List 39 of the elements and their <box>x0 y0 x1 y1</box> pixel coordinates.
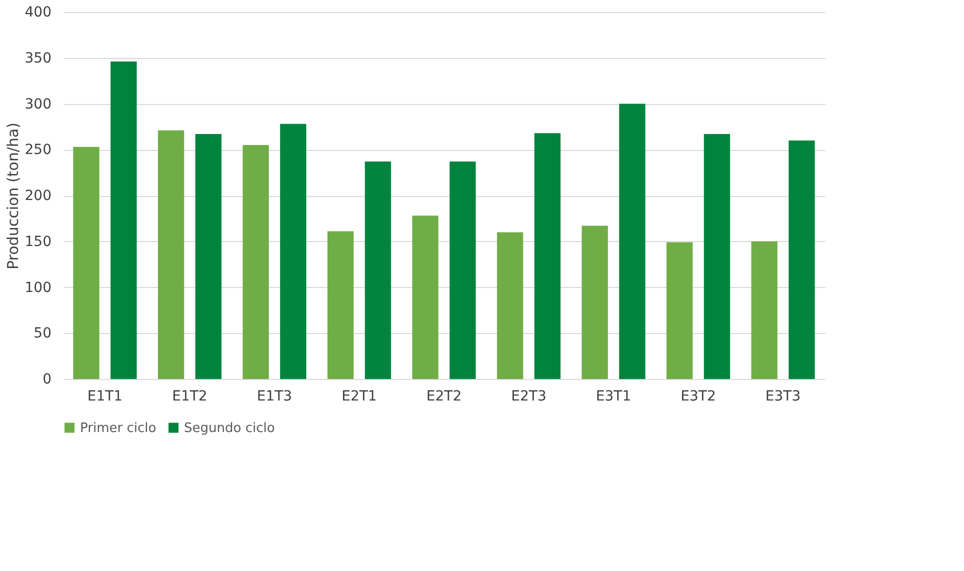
x-tick-label: E2T2 <box>426 388 462 404</box>
bar <box>110 62 137 379</box>
bar <box>73 146 100 379</box>
y-tick-label: 200 <box>24 188 52 204</box>
y-axis-title: Produccion (ton/ha) <box>4 122 22 270</box>
y-tick-label: 250 <box>24 142 52 158</box>
y-tick-label: 150 <box>24 234 52 250</box>
bar <box>327 231 354 379</box>
y-tick-label: 350 <box>24 50 52 66</box>
bar <box>704 134 730 379</box>
bar <box>496 232 524 379</box>
bar <box>619 104 646 379</box>
legend-label: Primer ciclo <box>80 420 156 436</box>
x-tick-label: E3T1 <box>596 388 632 404</box>
y-tick-label: 50 <box>34 326 52 342</box>
y-tick-label: 0 <box>42 372 52 388</box>
legend-label: Segundo ciclo <box>184 420 275 436</box>
bar <box>788 140 815 379</box>
x-tick-label: E1T2 <box>172 388 208 404</box>
bar <box>412 216 438 379</box>
y-tick-label: 300 <box>24 96 52 112</box>
x-tick-label: E2T1 <box>342 388 377 404</box>
bar <box>534 133 561 379</box>
bar <box>195 134 222 379</box>
x-tick-label: E2T3 <box>511 388 546 404</box>
x-tick-label: E1T3 <box>256 388 292 404</box>
y-tick-label: 400 <box>24 4 52 20</box>
bar <box>280 124 306 379</box>
bar <box>158 130 184 379</box>
bar <box>582 226 608 379</box>
bar <box>666 242 693 379</box>
x-tick-label: E1T1 <box>87 388 123 404</box>
x-tick-label: E3T3 <box>765 388 801 404</box>
bar <box>751 241 778 379</box>
bar <box>450 162 476 379</box>
x-tick-label: E3T2 <box>680 388 716 404</box>
y-tick-label: 100 <box>24 280 52 296</box>
bar <box>364 162 392 379</box>
bar <box>242 145 269 379</box>
